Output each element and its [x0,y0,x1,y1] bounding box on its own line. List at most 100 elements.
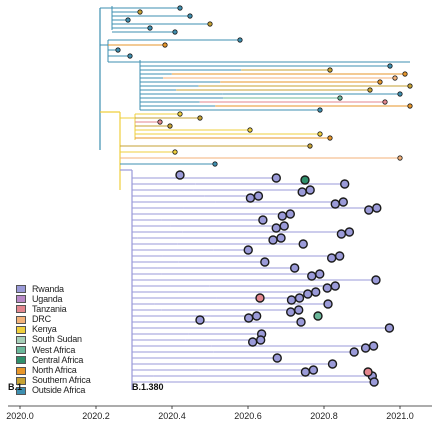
tree-tip [397,91,403,97]
legend-swatch [16,346,26,355]
legend-swatch [16,356,26,365]
tree-tip [237,37,243,43]
tree-tip [147,25,153,31]
tree-tip [167,123,173,129]
tree-tip [260,257,270,267]
legend-swatch [16,295,26,304]
tree-tip [243,313,254,323]
tree-tip [315,269,325,279]
tree-tip [286,295,297,305]
tree-tip [294,305,304,315]
tree-tip [157,119,163,125]
legend-swatch [16,386,26,395]
tree-tip [368,341,379,351]
tree-tip [177,5,183,11]
x-axis: 2020.0 2020.2 2020.4 2020.6 2020.8 2021.0 [6,405,432,421]
legend-swatch [16,376,26,385]
tree-tip [285,209,296,219]
tree-tip [327,135,333,141]
legend-swatch [16,325,26,334]
legend-item-outside-africa: Outside Africa [16,386,91,396]
tree-tip [317,107,323,113]
tree-tip [162,42,168,48]
tree-tip [277,211,288,221]
legend-item-drc: DRC [16,315,91,325]
tree-tip [313,311,323,321]
legend-item-southern-africa: Southern Africa [16,376,91,386]
tree-tip [334,251,345,261]
legend-swatch [16,366,26,375]
tree-tip [407,83,413,89]
tree-tip [197,115,203,121]
tree-tip [172,29,178,35]
legend-label: Southern Africa [32,375,91,386]
tree-tip [247,127,253,133]
tree-tip [253,191,264,201]
tree-tip [327,359,338,369]
x-tick-label: 2020.4 [158,411,186,421]
tree-tip [300,367,311,377]
tree-tip [322,283,332,293]
tree-tip [137,9,143,15]
tree-tip [397,155,403,161]
legend: Rwanda Uganda Tanzania DRC Kenya South Sudan W… [16,284,91,396]
tree-tip [268,235,278,245]
tree-tip [317,131,323,137]
tree-tip [276,233,286,243]
tree-tip [387,63,393,69]
tree-tip [207,21,213,27]
tree-tip [330,199,340,209]
legend-label: West Africa [32,344,76,355]
legend-item-tanzania: Tanzania [16,304,91,314]
tree-tip [286,307,296,317]
tree-tip [245,193,256,203]
tree-tip [407,103,413,109]
tree-tip [336,229,347,239]
legend-label: Uganda [32,293,63,304]
tree-tip [279,221,289,231]
tree-tip [338,197,348,207]
tree-tip [392,75,398,81]
tree-tip [289,263,300,273]
tree-tip [330,281,340,291]
tree-tip [384,323,395,333]
legend-swatch [16,335,26,344]
tree-tip [382,99,388,105]
tree-tip [212,161,218,167]
legend-label: Outside Africa [32,385,86,396]
tree-tip [271,223,281,233]
legend-swatch [16,305,26,314]
tree-tip [172,149,178,155]
tree-tip [369,377,379,387]
tree-tip [303,289,313,299]
tree-tip [360,343,371,353]
x-tick-label: 2021.0 [386,411,414,421]
tree-tip [308,365,319,375]
tree-tip [363,367,373,377]
tree-tip [307,271,317,281]
tree-tip [349,347,359,357]
tree-tip [294,293,305,303]
tree-tip [305,185,315,195]
tree-tip [255,335,266,345]
legend-label: Central Africa [32,354,84,365]
legend-label: DRC [32,314,51,325]
tree-tip [298,239,308,249]
legend-label: Tanzania [32,303,67,314]
tree-tip [371,275,381,285]
tree-tip [311,287,321,297]
tree-tip [115,47,121,53]
clade-label-b1380: B.1.380 [132,382,164,392]
legend-swatch [16,285,26,293]
tree-tip [247,337,258,347]
tree-tip [175,170,185,180]
tree-tip [271,173,282,183]
x-tick-label: 2020.6 [234,411,262,421]
tree-tips [115,5,413,387]
tree-tip [195,315,205,325]
legend-item-kenya: Kenya [16,325,91,335]
tree-tip [255,293,265,303]
x-tick-label: 2020.2 [82,411,110,421]
legend-label: Kenya [32,324,57,335]
legend-label: North Africa [32,365,77,375]
